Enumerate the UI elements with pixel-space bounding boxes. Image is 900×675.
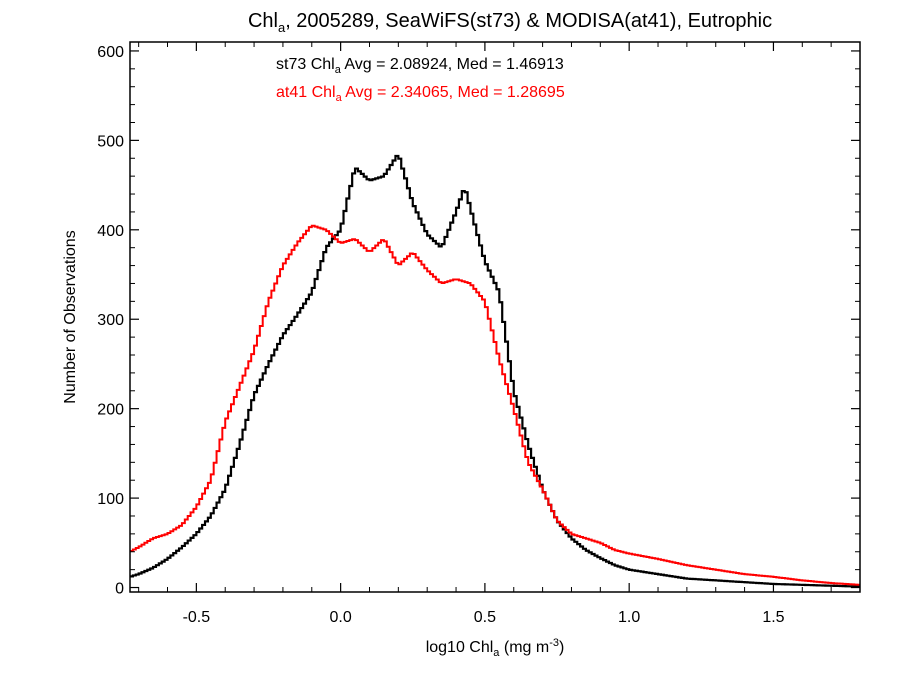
y-tick-label: 500 bbox=[97, 133, 124, 150]
series-line-1 bbox=[130, 224, 860, 586]
y-axis: 0 100 200 300 400 500 600 bbox=[97, 44, 860, 598]
y-tick-label: 400 bbox=[97, 223, 124, 240]
plot-frame bbox=[129, 41, 861, 593]
x-tick-label: 0.5 bbox=[474, 609, 496, 626]
y-tick-label: 200 bbox=[97, 402, 124, 419]
x-tick-label: 1.5 bbox=[762, 609, 784, 626]
y-tick-label: 100 bbox=[97, 491, 124, 508]
x-tick-label: -0.5 bbox=[183, 609, 211, 626]
x-axis-label: log10 Chla (mg m-3) bbox=[426, 637, 565, 659]
y-tick-label: 0 bbox=[115, 581, 124, 598]
y-axis-label: Number of Observations bbox=[62, 230, 79, 403]
series-layer bbox=[130, 154, 860, 588]
chart-title: Chla, 2005289, SeaWiFS(st73) & MODISA(at… bbox=[248, 10, 772, 35]
y-tick-label: 300 bbox=[97, 312, 124, 329]
series-line-0 bbox=[130, 154, 860, 588]
annotation-at41: at41 Chla Avg = 2.34065, Med = 1.28695 bbox=[276, 84, 565, 104]
annotation-st73: st73 Chla Avg = 2.08924, Med = 1.46913 bbox=[276, 56, 564, 76]
x-tick-label: 0.0 bbox=[330, 609, 352, 626]
x-tick-label: 1.0 bbox=[618, 609, 640, 626]
x-axis: -0.5 0.0 0.5 1.0 1.5 bbox=[138, 42, 861, 626]
y-tick-label: 600 bbox=[97, 44, 124, 61]
